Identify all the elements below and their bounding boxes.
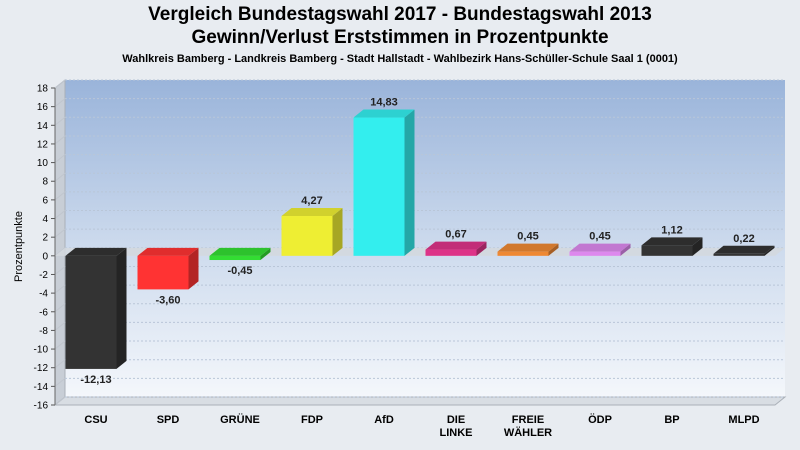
bar-top — [137, 247, 199, 256]
bar-side — [620, 243, 631, 256]
chart-title-line2: Gewinn/Verlust Erststimmen in Prozentpun… — [191, 27, 609, 48]
bar-side — [404, 109, 415, 256]
bar-top — [425, 241, 487, 250]
gridline-side — [54, 135, 66, 145]
bar-side — [188, 247, 199, 290]
x-tick-label: AfD — [374, 414, 394, 426]
gridline-side — [54, 322, 66, 331]
bar-side — [476, 241, 487, 256]
data-label: 0,67 — [445, 229, 466, 241]
chart-title: Vergleich Bundestagswahl 2017 - Bundesta… — [148, 4, 652, 25]
y-tick-label: -8 — [39, 326, 48, 337]
bar — [641, 245, 693, 256]
gridline-side — [54, 266, 66, 275]
y-tick-label: 12 — [37, 139, 49, 150]
bar-top — [713, 245, 775, 254]
gridline-side — [54, 396, 66, 406]
y-tick-label: -14 — [34, 382, 49, 393]
y-axis-label: Prozentpunkte — [13, 211, 25, 282]
x-tick-label: CSU — [84, 414, 107, 426]
data-label: 0,45 — [517, 231, 538, 243]
bar-top — [209, 247, 271, 256]
y-tick-label: -6 — [39, 307, 48, 318]
y-tick-label: 14 — [37, 121, 49, 132]
data-label: -12,13 — [80, 374, 111, 386]
y-tick-label: 0 — [42, 251, 48, 262]
gridline-side — [54, 210, 66, 219]
y-tick-label: -4 — [39, 289, 48, 300]
x-tick-label: ÖDP — [588, 413, 612, 426]
y-tick-label: 8 — [42, 177, 48, 188]
chart-subtitle: Wahlkreis Bamberg - Landkreis Bamberg - … — [122, 53, 678, 65]
bar-top — [569, 243, 631, 252]
x-tick-label: DIE — [447, 414, 465, 426]
bar-side — [260, 247, 271, 261]
y-tick-label: -2 — [39, 270, 48, 281]
y-tick-label: -12 — [34, 363, 49, 374]
x-tick-label: GRÜNE — [220, 413, 260, 426]
data-label: 4,27 — [301, 195, 322, 207]
gridline-side — [54, 340, 66, 350]
gridline-side — [54, 172, 66, 182]
y-tick-label: 10 — [37, 158, 49, 169]
bar-side — [116, 247, 127, 369]
data-label: -3,60 — [155, 294, 180, 306]
bar-top — [497, 243, 559, 252]
bar — [713, 253, 765, 256]
gridline-side — [54, 79, 66, 89]
gridline-side — [54, 284, 66, 294]
gridline-side — [54, 191, 66, 201]
y-tick-label: 6 — [42, 195, 48, 206]
x-tick-label: BP — [664, 414, 679, 426]
gridline-side — [54, 228, 66, 238]
bar-side — [692, 237, 703, 256]
x-tick-label: WÄHLER — [504, 426, 552, 439]
bar-top — [641, 237, 703, 246]
plot-side-wall — [54, 78, 66, 407]
bar-top — [65, 247, 127, 256]
bar — [137, 255, 189, 290]
bar — [281, 216, 333, 256]
gridline-side — [54, 116, 66, 126]
x-tick-label: FREIE — [512, 414, 544, 426]
bar — [65, 255, 117, 369]
bar — [497, 251, 549, 256]
y-tick-label: 16 — [37, 102, 49, 113]
plot-floor — [53, 396, 787, 406]
y-tick-label: 2 — [42, 233, 48, 244]
data-label: 0,45 — [589, 231, 610, 243]
gridline-side — [54, 303, 66, 313]
gridline-side — [54, 98, 66, 108]
gridline-side — [54, 154, 66, 163]
gridline-side — [54, 359, 66, 369]
x-tick-label: MLPD — [728, 414, 759, 426]
x-tick-label: SPD — [157, 414, 180, 426]
y-tick-label: -10 — [34, 345, 49, 356]
y-tick-label: -16 — [34, 401, 49, 412]
x-tick-label: FDP — [301, 414, 323, 426]
y-tick-label: 4 — [42, 214, 48, 225]
y-tick-label: 18 — [37, 84, 49, 95]
bar-side — [332, 208, 343, 256]
bar — [569, 251, 621, 256]
bar — [209, 255, 261, 261]
data-label: 0,22 — [733, 233, 754, 245]
gridline-side — [54, 377, 66, 387]
data-label: 1,12 — [661, 224, 682, 236]
bar-top — [353, 109, 415, 118]
bar-side — [764, 245, 775, 256]
data-label: -0,45 — [227, 265, 252, 277]
x-tick-label: LINKE — [440, 427, 473, 439]
bar — [353, 117, 405, 256]
bar — [425, 249, 477, 256]
bar-side — [548, 243, 559, 256]
data-label: 14,83 — [370, 97, 398, 109]
bar-top — [281, 208, 343, 217]
